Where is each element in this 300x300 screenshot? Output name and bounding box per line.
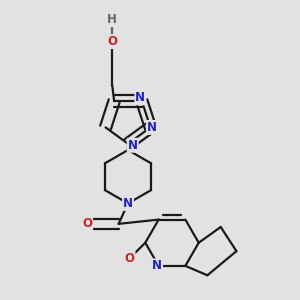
Text: N: N <box>147 121 157 134</box>
Text: H: H <box>107 13 117 26</box>
Text: N: N <box>152 260 162 272</box>
Text: O: O <box>107 35 117 48</box>
Text: N: N <box>135 92 145 104</box>
Text: O: O <box>124 252 135 265</box>
Text: O: O <box>82 218 92 230</box>
Text: N: N <box>128 139 138 152</box>
Text: N: N <box>123 197 133 210</box>
